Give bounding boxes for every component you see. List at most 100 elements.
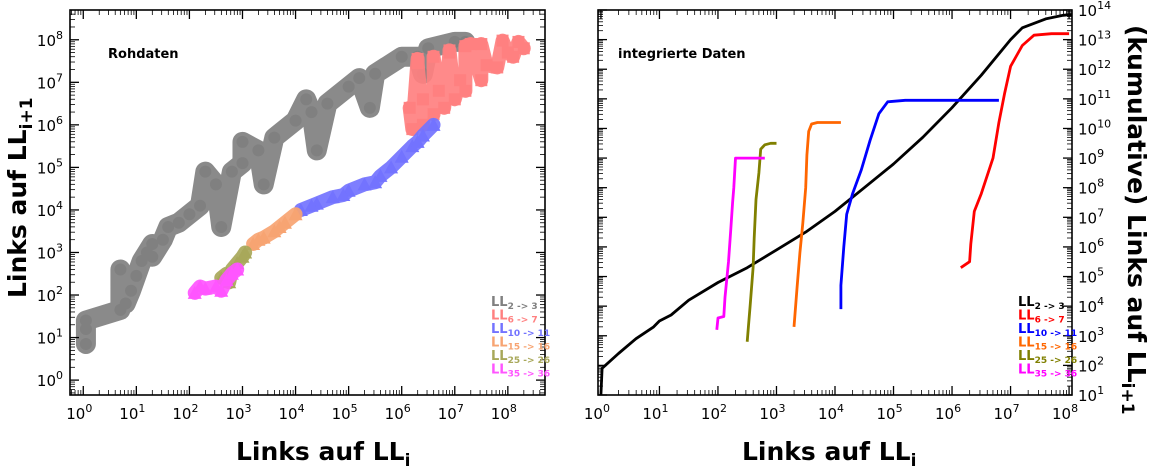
left-series-35-to-36-point [193, 279, 208, 293]
left-series-2-to-3-point [199, 165, 212, 178]
right-y-tick-label: 103 [1078, 325, 1104, 346]
right-plot-area [599, 13, 1072, 395]
right-y-tick-label: 105 [1078, 266, 1104, 287]
right-series-6-to-7-line [960, 32, 1070, 269]
right-x-tick-label: 102 [701, 402, 727, 423]
right-x-tick-label: 100 [584, 402, 610, 423]
left-series-layer [75, 31, 531, 354]
left-legend-entry: LL15 -> 16 [491, 336, 550, 353]
right-legend-entry: LL15 -> 16 [1018, 336, 1077, 353]
left-series-6-to-7-point [403, 101, 416, 114]
left-y-axis-label: Links auf LLi+1 [3, 97, 37, 298]
left-series-6-to-7-point [427, 108, 440, 121]
right-y-tick-label: 101 [1078, 384, 1104, 405]
left-series-2-to-3-point [114, 263, 127, 276]
left-x-tick-label: 108 [491, 402, 517, 423]
left-series-2-to-3-point [183, 208, 196, 221]
left-x-tick-label: 106 [385, 402, 411, 423]
left-series-6-to-7-point [438, 101, 451, 114]
right-y-tick-label: 102 [1078, 354, 1104, 375]
right-y-tick-label: 109 [1078, 147, 1104, 168]
left-series-2-to-3-point [310, 144, 323, 157]
left-series-2-to-3-point [268, 131, 281, 144]
left-series-6-to-7-point [475, 74, 488, 87]
right-x-tick-label: 105 [876, 402, 902, 423]
left-x-axis-label-sub: i [405, 451, 411, 466]
left-chart-panel: 100 101 102 103 104 105 106 107 108 100 101 102 103 1… [3, 9, 550, 466]
right-x-tick-label: 106 [935, 402, 961, 423]
right-x-axis-label: Links auf LLi [742, 437, 916, 466]
left-series-15-to-16-point [272, 219, 287, 233]
left-series-2-to-3-point [353, 72, 366, 85]
left-series-6-to-7-point [496, 34, 509, 47]
left-series-2-to-3-point [79, 337, 92, 350]
left-x-tick-label: 107 [438, 402, 464, 423]
left-series-10-to-11-point [410, 134, 425, 148]
right-legend-entry: LL25 -> 26 [1018, 349, 1077, 366]
left-series-6-to-7-point [475, 38, 488, 51]
left-series-10-to-11-point [357, 177, 372, 191]
left-series-2-to-3-point [125, 284, 138, 297]
left-series-6-to-7-point [432, 84, 445, 97]
left-y-axis-label-main: Links auf LL [3, 129, 32, 298]
left-series-10-to-11-point [336, 188, 351, 202]
left-series-6-to-7-point [427, 50, 440, 63]
left-x-axis-label-main: Links auf LL [236, 437, 405, 466]
left-x-tick-label: 104 [279, 402, 305, 423]
right-y-tick-label: 1012 [1078, 58, 1111, 79]
left-y-tick-label: 103 [37, 241, 63, 262]
left-series-10-to-11-point [325, 190, 340, 204]
left-series-2-to-3-point [146, 250, 159, 263]
left-series-2-to-3-point [162, 220, 175, 233]
left-series-6-to-7-point [464, 38, 477, 51]
left-y-tick-label: 105 [37, 156, 63, 177]
left-series-2-to-3-point [236, 135, 249, 148]
right-x-axis-label-main: Links auf LL [742, 437, 911, 466]
right-y-tick-label: 107 [1078, 206, 1104, 227]
left-series-10-to-11-point [304, 198, 319, 212]
left-series-6-to-7-point [501, 46, 514, 59]
left-series-2-to-3-point [172, 216, 185, 229]
left-series-6-to-7-point [416, 93, 429, 106]
left-axes-frame [69, 9, 546, 396]
left-x-tick-label: 103 [225, 402, 251, 423]
left-series-35-to-36-point [230, 262, 245, 276]
right-y-tick-label: 1011 [1078, 88, 1111, 109]
left-series-25-to-26-point [238, 245, 253, 259]
left-x-tick-label: 100 [66, 402, 92, 423]
left-series-10-to-11-point [426, 117, 441, 131]
left-series-10-to-11-point [394, 149, 409, 163]
left-series-15-to-16-point [288, 207, 303, 221]
right-x-tick-label: 103 [759, 402, 785, 423]
right-series-2-to-3-line [599, 13, 1072, 395]
left-series-6-to-7-point [406, 123, 419, 136]
left-legend-entry: LL2 -> 3 [491, 295, 538, 312]
left-legend-entry: LL35 -> 36 [491, 363, 550, 380]
left-series-6-to-7-point [491, 61, 504, 74]
left-series-10-to-11-point [384, 160, 399, 174]
right-x-tick-label: 108 [1052, 402, 1078, 423]
right-legend-entry: LL10 -> 11 [1018, 322, 1077, 339]
left-x-axis-label: Links auf LLi [236, 437, 410, 466]
right-x-tick-label: 101 [642, 402, 668, 423]
left-series-2-to-3-point [156, 233, 169, 246]
left-series-15-to-16-point [251, 232, 266, 246]
right-series-35-to-36-line [715, 156, 765, 330]
right-legend-entry: LL35 -> 36 [1018, 363, 1077, 380]
right-series-layer [599, 13, 1072, 395]
left-chart-title: Rohdaten [108, 47, 179, 62]
left-y-tick-label: 102 [37, 284, 63, 305]
left-series-2-to-3-point [300, 93, 313, 106]
left-y-tick-label: 100 [37, 369, 63, 390]
left-series-6-to-7-point [443, 44, 456, 57]
left-series-2-to-3-point [289, 114, 302, 127]
left-y-tick-label: 106 [37, 114, 63, 135]
right-x-tick-label: 104 [818, 402, 844, 423]
right-x-tick-label: 107 [994, 402, 1020, 423]
right-series-25-to-26-line [745, 141, 777, 342]
left-y-axis-label-sub: i+1 [17, 97, 37, 129]
left-series-2-to-3-point [257, 178, 270, 191]
right-y-tick-label: 1010 [1078, 117, 1111, 138]
